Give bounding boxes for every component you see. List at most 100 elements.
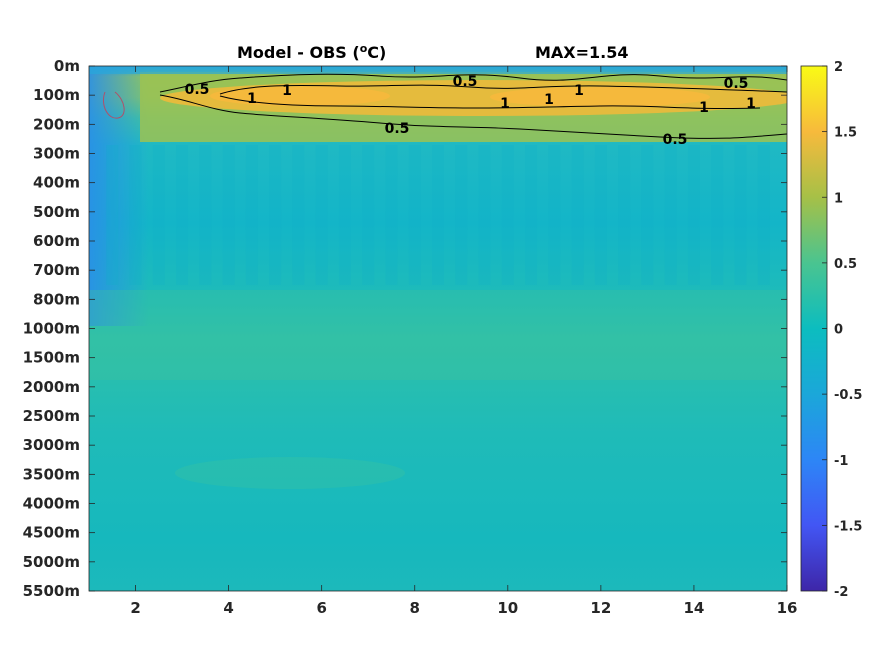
colorbar-tick-label: -0.5 [834, 388, 862, 403]
colorbar-tick-label: 0.5 [834, 257, 857, 272]
contour-labels: 0.5 0.5 0.5 0.5 0.5 1 1 1 1 1 1 1 [185, 74, 756, 148]
stripe [757, 145, 770, 285]
contour-label: 1 [699, 100, 709, 116]
title-left: Model - OBS ( [237, 43, 360, 62]
y-tick-label: 4500m [23, 524, 80, 542]
stripe [222, 145, 235, 285]
stripe [245, 145, 258, 285]
warm-band-core-3 [490, 87, 710, 107]
stripe [641, 145, 654, 285]
contour-label: 0.5 [453, 74, 478, 90]
stripe [571, 145, 584, 285]
field-background [89, 66, 787, 591]
colorbar-tick-label: 1 [834, 191, 843, 206]
contour-label: 1 [282, 83, 292, 99]
contour-label: 1 [247, 91, 257, 107]
stripe [362, 145, 375, 285]
colorbar-ticks: 2 1.5 1 0.5 0 -0.5 -1 -1.5 -2 [822, 60, 862, 600]
stripe [385, 145, 398, 285]
y-tick-label: 5000m [23, 553, 80, 571]
stripe [501, 145, 514, 285]
contour-label: 0.5 [185, 82, 210, 98]
y-tick-label: 700m [33, 261, 80, 279]
x-axis: 2 4 6 8 10 12 14 16 [130, 66, 797, 617]
stripe [687, 145, 700, 285]
y-tick-label: 1000m [23, 320, 80, 338]
x-tick-label: 16 [777, 599, 798, 617]
x-tick-label: 10 [497, 599, 518, 617]
contour-label: 0.5 [385, 121, 410, 137]
contour-label: 1 [500, 96, 510, 112]
contour-label: 1 [544, 92, 554, 108]
surface-strip [89, 66, 787, 74]
stripe [315, 145, 328, 285]
x-tick-label: 14 [683, 599, 704, 617]
y-tick-label: 2000m [23, 378, 80, 396]
plot-area [89, 66, 787, 591]
title-unit-superscript: o [360, 42, 368, 55]
left-cold-edge [89, 66, 149, 326]
stripe [292, 145, 305, 285]
stripe [176, 145, 189, 285]
y-tick-label: 3500m [23, 465, 80, 483]
y-tick-label: 600m [33, 232, 80, 250]
contour-label: 1 [746, 96, 756, 112]
x-tick-label: 12 [590, 599, 611, 617]
y-tick-label: 1500m [23, 349, 80, 367]
stripe [129, 145, 142, 285]
stripe [408, 145, 421, 285]
chart-max-label: MAX=1.54 [535, 43, 629, 62]
mid-depth-band [89, 290, 787, 380]
contour-left-cold [103, 91, 125, 119]
stripe [152, 145, 165, 285]
colorbar-tick-label: 1.5 [834, 126, 857, 141]
y-tick-label: 2500m [23, 407, 80, 425]
colorbar-tick-label: 0 [834, 323, 843, 338]
stripe [594, 145, 607, 285]
stripe [525, 145, 538, 285]
y-tick-label: 500m [33, 203, 80, 221]
x-tick-label: 8 [410, 599, 420, 617]
contour-1-upper [219, 84, 787, 95]
x-tick-label: 6 [316, 599, 326, 617]
stripe [199, 145, 212, 285]
stripe [664, 145, 677, 285]
y-tick-label: 4000m [23, 495, 80, 513]
warm-band-core-2 [210, 86, 390, 106]
stripe [711, 145, 724, 285]
x-tick-label: 4 [223, 599, 233, 617]
y-tick-label: 3000m [23, 436, 80, 454]
stripe [432, 145, 444, 285]
stripe [548, 145, 561, 285]
stripe [338, 145, 351, 285]
stripe [618, 145, 631, 285]
y-tick-label: 5500m [23, 582, 80, 600]
stripe [269, 145, 282, 285]
colorbar-tick-label: -1.5 [834, 519, 862, 534]
y-tick-label: 400m [33, 174, 80, 192]
contour-0.5-lower [159, 94, 787, 139]
contour-label: 0.5 [724, 76, 749, 92]
stripe [106, 145, 119, 285]
y-tick-label: 200m [33, 115, 80, 133]
stripe [734, 145, 747, 285]
colorbar-tick-label: -1 [834, 454, 848, 469]
deep-anomaly [175, 457, 405, 489]
contour-label: 0.5 [663, 132, 688, 148]
y-tick-label: 100m [33, 86, 80, 104]
stripe [478, 145, 491, 285]
contour-1-lower [219, 95, 761, 109]
colorbar-tick-label: 2 [834, 60, 843, 75]
title-unit: C) [367, 43, 386, 62]
y-axis: 0m 100m 200m 300m 400m 500m 600m 700m 800m 1000m 1… [23, 57, 787, 600]
contour-0.5-upper [159, 73, 787, 93]
stripe [455, 145, 468, 285]
y-tick-label: 300m [33, 145, 80, 163]
y-tick-label: 0m [54, 57, 80, 75]
colorbar-tick-label: -2 [834, 585, 848, 600]
vertical-stripes [106, 145, 770, 285]
chart-title: Model - OBS (oC) [237, 42, 386, 62]
x-tick-label: 2 [130, 599, 140, 617]
contour-label: 1 [574, 83, 584, 99]
